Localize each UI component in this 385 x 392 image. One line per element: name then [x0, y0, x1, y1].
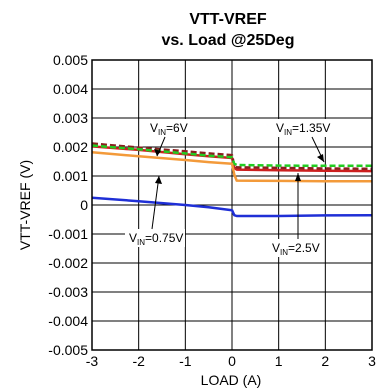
annotation-vin-1-35v: VIN=1.35V — [272, 119, 340, 163]
x-tick-label: 0 — [228, 353, 236, 369]
x-tick-labels: -3 -2 -1 0 1 2 3 — [86, 353, 376, 369]
x-tick-label: -1 — [179, 353, 192, 369]
y-tick-label: -0.003 — [48, 284, 88, 300]
y-tick-label: 0 — [80, 197, 88, 213]
x-tick-label: -3 — [86, 353, 99, 369]
series-line-0 — [91, 196, 373, 218]
y-tick-label: -0.002 — [48, 255, 88, 271]
svg-text:VIN=2.5V: VIN=2.5V — [272, 241, 320, 257]
y-tick-label: -0.004 — [48, 313, 88, 329]
y-tick-labels: -0.005 -0.004 -0.003 -0.002 -0.001 0 0.001 0.00… — [48, 52, 88, 358]
x-tick-label: 3 — [368, 353, 376, 369]
y-tick-label: -0.001 — [48, 226, 88, 242]
y-tick-label: 0.004 — [53, 81, 88, 97]
y-tick-label: -0.005 — [48, 342, 88, 358]
annotation-vin-0-75v: VIN=0.75V — [125, 175, 185, 247]
x-tick-label: -2 — [132, 353, 145, 369]
x-tick-label: 2 — [321, 353, 329, 369]
annotation-vin-2-5v: VIN=2.5V — [270, 173, 322, 257]
y-tick-label: 0.003 — [53, 110, 88, 126]
svg-text:VIN=1.35V: VIN=1.35V — [276, 121, 330, 137]
chart-title-line-2: vs. Load @25Deg — [162, 32, 295, 49]
x-axis-label: LOAD (A) — [201, 372, 262, 388]
series-line-4 — [91, 150, 372, 183]
grid — [91, 59, 373, 351]
y-axis-label: VTT-VREF (V) — [17, 160, 33, 250]
y-tick-label: 0.002 — [53, 139, 88, 155]
plot-area — [91, 59, 373, 351]
series-line-2 — [91, 142, 373, 171]
svg-text:VIN=0.75V: VIN=0.75V — [129, 231, 183, 247]
y-tick-label: 0.001 — [53, 168, 88, 184]
chart-title-line-1: VTT-VREF — [189, 11, 267, 28]
x-tick-label: 1 — [275, 353, 283, 369]
series-lines — [91, 142, 373, 218]
svg-text:VIN=6V: VIN=6V — [150, 121, 188, 137]
annotation-vin-6v: VIN=6V — [143, 119, 189, 157]
y-tick-label: 0.005 — [53, 52, 88, 68]
